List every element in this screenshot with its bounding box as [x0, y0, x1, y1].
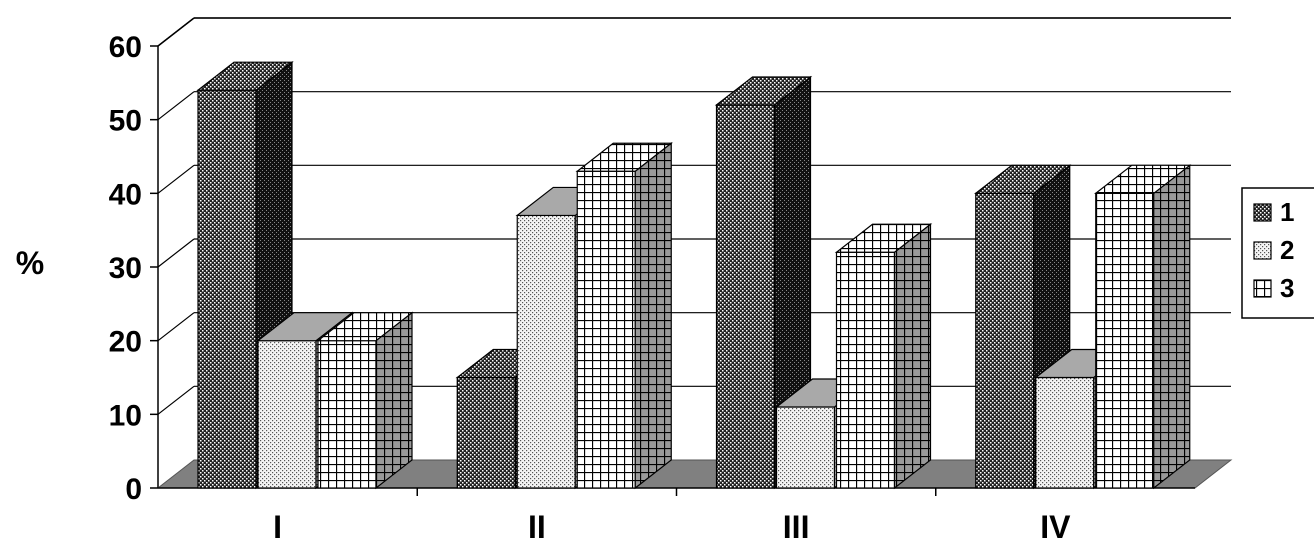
bar-front	[257, 340, 317, 489]
bar-top	[575, 142, 673, 172]
y-axis-label: %	[16, 245, 44, 281]
y-tick-label: 20	[109, 326, 142, 359]
legend-swatch	[1253, 241, 1272, 260]
legend-swatch	[1253, 279, 1272, 298]
bar-top	[256, 312, 354, 342]
gridline-side	[157, 238, 195, 268]
bar-top	[316, 312, 414, 342]
legend-label: 2	[1280, 235, 1294, 265]
bar-top	[974, 164, 1072, 194]
legend-label: 1	[1280, 197, 1294, 227]
bar-front	[456, 376, 516, 489]
bar-front	[775, 406, 836, 489]
x-tick-label: II	[528, 509, 546, 545]
bar-top	[1094, 164, 1192, 194]
y-tick-label: 40	[109, 178, 142, 211]
bar-front	[1095, 192, 1155, 489]
bar-front	[317, 340, 377, 489]
legend: 1 2 3	[1241, 187, 1314, 319]
legend-swatch	[1253, 203, 1272, 222]
bar-front	[576, 170, 636, 489]
bar	[834, 223, 933, 490]
gridline-side	[157, 164, 195, 194]
bar-front	[197, 89, 257, 489]
bar	[575, 142, 673, 490]
bar-front	[516, 214, 576, 489]
bar	[1094, 164, 1192, 490]
y-tick-label: 30	[109, 252, 142, 285]
bar-front	[715, 104, 776, 489]
bar-front	[835, 251, 896, 489]
bar	[316, 311, 414, 490]
gridline-side	[157, 91, 195, 121]
x-tick-label: I	[273, 509, 282, 545]
bar-side	[893, 223, 932, 490]
legend-label: 3	[1280, 273, 1294, 303]
bar-front	[1035, 376, 1095, 489]
gridline-side	[157, 312, 195, 342]
bar	[714, 75, 813, 490]
bar-front	[975, 192, 1035, 489]
legend-box	[1241, 187, 1314, 319]
x-tick-label: III	[783, 509, 810, 545]
bar-side	[375, 311, 413, 490]
x-axis-ticks: I II III IV	[273, 488, 1071, 545]
y-tick-label: 50	[109, 105, 142, 138]
bar-side	[634, 142, 672, 490]
bar-side	[1153, 164, 1191, 490]
y-tick-label: 60	[109, 31, 142, 64]
y-tick-label: 0	[125, 473, 142, 506]
y-axis-ticks: 0 10 20 30 40 50 60	[109, 31, 158, 506]
y-tick-label: 10	[109, 399, 142, 432]
bars	[196, 60, 1192, 490]
x-tick-label: IV	[1040, 509, 1071, 545]
gridline-side	[157, 385, 195, 415]
gridline-side	[157, 17, 195, 47]
bar-top	[196, 61, 294, 91]
bar-top	[714, 76, 813, 106]
bar-top	[834, 223, 933, 253]
